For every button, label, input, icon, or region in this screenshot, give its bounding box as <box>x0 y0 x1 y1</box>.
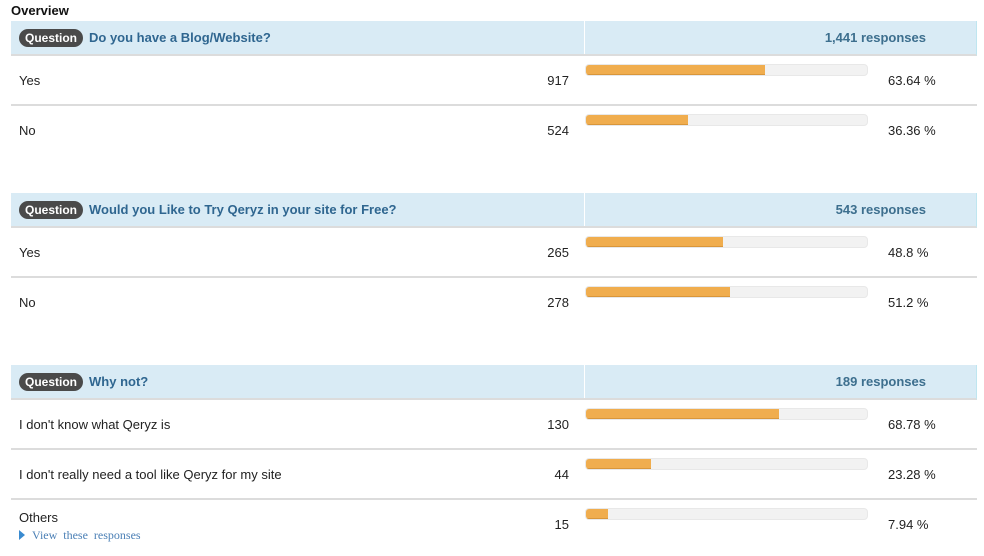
answer-percent: 23.28 % <box>888 467 936 482</box>
question-header: Question Would you Like to Try Qeryz in … <box>11 193 977 228</box>
answer-label: No <box>19 295 36 310</box>
progress-bar <box>585 236 868 248</box>
question-header: Question Do you have a Blog/Website? 1,4… <box>11 21 977 56</box>
answer-row: Others View these responses 15 7.94 % <box>11 500 977 548</box>
question-text: Would you Like to Try Qeryz in your site… <box>89 202 397 217</box>
progress-bar <box>585 508 868 520</box>
question-block-1: Question Do you have a Blog/Website? 1,4… <box>11 21 977 154</box>
response-count: 543 responses <box>835 202 926 217</box>
progress-bar <box>585 64 868 76</box>
answer-count: 15 <box>554 517 569 532</box>
answer-percent: 63.64 % <box>888 73 936 88</box>
answer-row: I don't know what Qeryz is 130 68.78 % <box>11 400 977 450</box>
answer-row: Yes 917 63.64 % <box>11 56 977 106</box>
page-title: Overview <box>11 3 69 18</box>
answer-row: I don't really need a tool like Qeryz fo… <box>11 450 977 500</box>
answer-percent: 51.2 % <box>888 295 929 310</box>
answer-count: 917 <box>547 73 569 88</box>
answer-row: No 278 51.2 % <box>11 278 977 326</box>
answer-count: 278 <box>547 295 569 310</box>
progress-bar <box>585 458 868 470</box>
answer-percent: 7.94 % <box>888 517 929 532</box>
answer-label: I don't really need a tool like Qeryz fo… <box>19 467 282 482</box>
question-text: Do you have a Blog/Website? <box>89 30 271 45</box>
question-block-2: Question Would you Like to Try Qeryz in … <box>11 193 977 326</box>
question-text: Why not? <box>89 374 149 389</box>
expand-triangle-icon <box>19 530 25 540</box>
answer-label: Yes <box>19 245 41 260</box>
progress-bar <box>585 114 868 126</box>
answer-count: 44 <box>554 467 569 482</box>
question-block-3: Question Why not? 189 responses I don't … <box>11 365 977 548</box>
answer-row: No 524 36.36 % <box>11 106 977 154</box>
response-count: 1,441 responses <box>824 30 926 45</box>
answer-label: I don't know what Qeryz is <box>19 417 171 432</box>
question-header: Question Why not? 189 responses <box>11 365 977 400</box>
question-badge: Question <box>19 200 84 219</box>
answer-count: 130 <box>547 417 569 432</box>
question-badge: Question <box>19 372 84 391</box>
answer-count: 265 <box>547 245 569 260</box>
view-responses-link[interactable]: View these responses <box>19 528 141 543</box>
question-badge: Question <box>19 28 84 47</box>
answer-count: 524 <box>547 123 569 138</box>
answer-label: Others <box>19 510 59 525</box>
progress-bar <box>585 286 868 298</box>
answer-percent: 48.8 % <box>888 245 929 260</box>
answer-row: Yes 265 48.8 % <box>11 228 977 278</box>
answer-label: No <box>19 123 36 138</box>
answer-percent: 36.36 % <box>888 123 936 138</box>
answer-label: Yes <box>19 73 41 88</box>
response-count: 189 responses <box>835 374 926 389</box>
progress-bar <box>585 408 868 420</box>
answer-percent: 68.78 % <box>888 417 936 432</box>
